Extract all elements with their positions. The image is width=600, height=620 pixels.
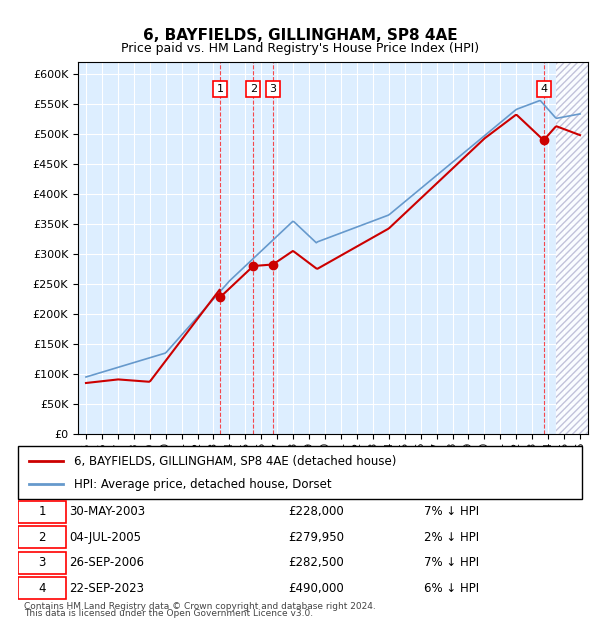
Bar (556, 62, 588, 434)
Text: 22-SEP-2023: 22-SEP-2023 (69, 582, 144, 595)
Text: 1: 1 (217, 84, 224, 94)
Text: 04-JUL-2005: 04-JUL-2005 (69, 531, 141, 544)
Text: 2: 2 (38, 531, 46, 544)
Text: 3: 3 (269, 84, 277, 94)
Text: 1: 1 (38, 505, 46, 518)
Text: 26-SEP-2006: 26-SEP-2006 (69, 556, 144, 569)
FancyBboxPatch shape (18, 446, 582, 499)
FancyBboxPatch shape (18, 526, 66, 548)
Text: HPI: Average price, detached house, Dorset: HPI: Average price, detached house, Dors… (74, 478, 332, 491)
Text: 4: 4 (540, 84, 547, 94)
Text: 6, BAYFIELDS, GILLINGHAM, SP8 4AE: 6, BAYFIELDS, GILLINGHAM, SP8 4AE (143, 28, 457, 43)
Text: £490,000: £490,000 (289, 582, 344, 595)
Text: 7% ↓ HPI: 7% ↓ HPI (424, 556, 479, 569)
FancyBboxPatch shape (18, 552, 66, 574)
Text: 2% ↓ HPI: 2% ↓ HPI (424, 531, 479, 544)
Text: 6% ↓ HPI: 6% ↓ HPI (424, 582, 479, 595)
Text: 4: 4 (38, 582, 46, 595)
Text: 3: 3 (38, 556, 46, 569)
Text: Price paid vs. HM Land Registry's House Price Index (HPI): Price paid vs. HM Land Registry's House … (121, 42, 479, 55)
Text: £282,500: £282,500 (289, 556, 344, 569)
Text: 7% ↓ HPI: 7% ↓ HPI (424, 505, 479, 518)
FancyBboxPatch shape (18, 501, 66, 523)
FancyBboxPatch shape (18, 577, 66, 599)
Text: 2: 2 (250, 84, 257, 94)
Text: Contains HM Land Registry data © Crown copyright and database right 2024.: Contains HM Land Registry data © Crown c… (24, 601, 376, 611)
Text: £279,950: £279,950 (289, 531, 345, 544)
Text: £228,000: £228,000 (289, 505, 344, 518)
Text: 30-MAY-2003: 30-MAY-2003 (69, 505, 145, 518)
Bar (556, 62, 588, 434)
Text: 6, BAYFIELDS, GILLINGHAM, SP8 4AE (detached house): 6, BAYFIELDS, GILLINGHAM, SP8 4AE (detac… (74, 454, 397, 467)
Text: This data is licensed under the Open Government Licence v3.0.: This data is licensed under the Open Gov… (24, 609, 313, 618)
